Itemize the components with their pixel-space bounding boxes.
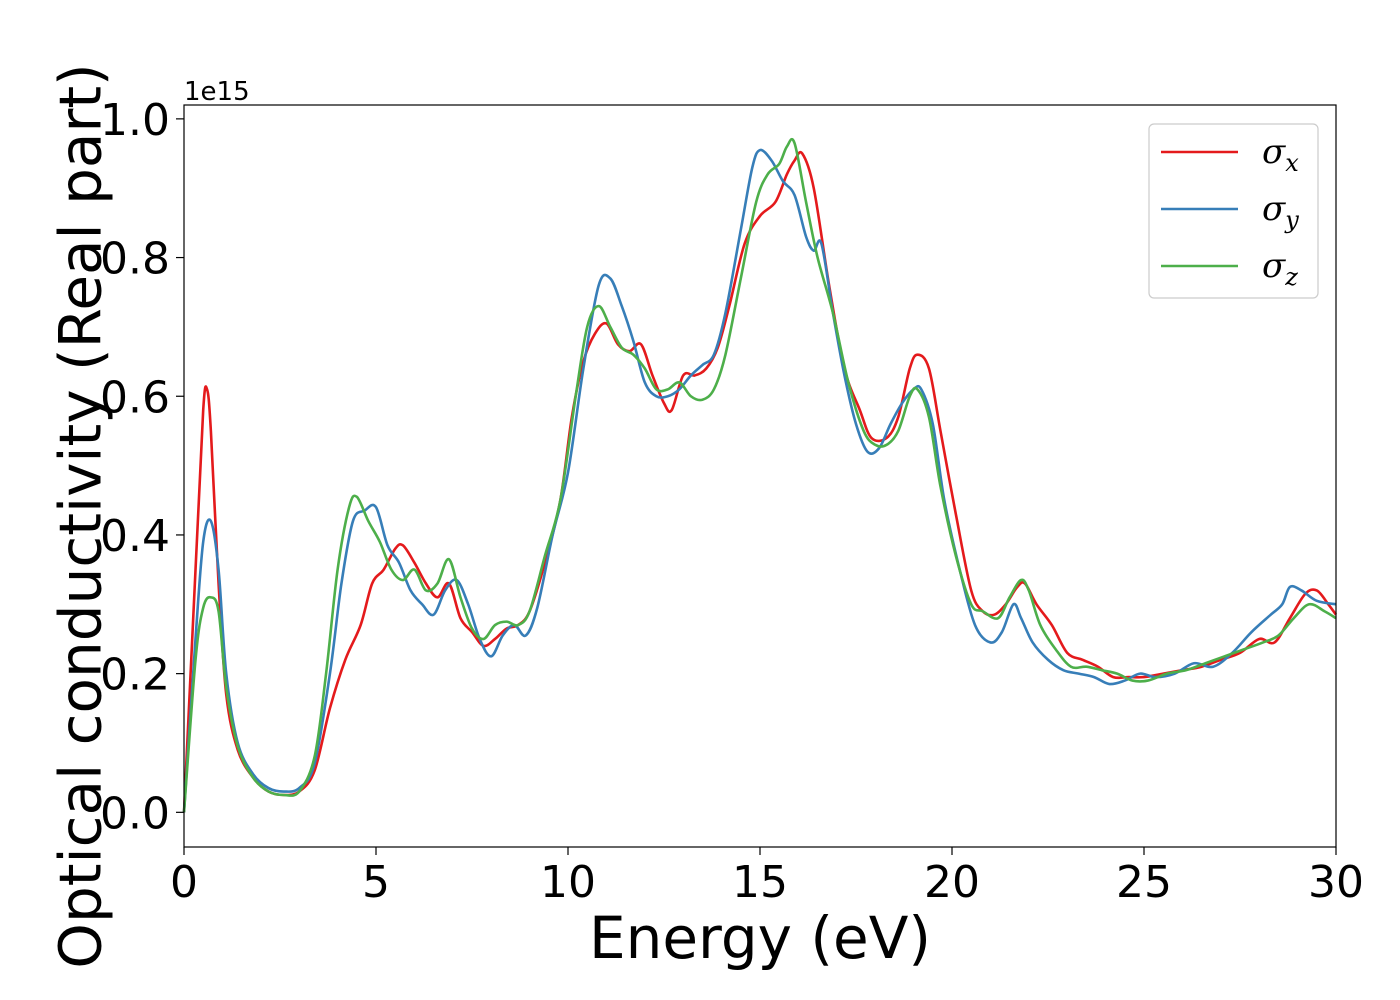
y-tick-label: 0.6 (100, 372, 170, 423)
x-axis-ticks: 0 5 10 15 20 25 30 (170, 847, 1364, 908)
y-axis-ticks: 0.0 0.2 0.4 0.6 0.8 1.0 (100, 95, 184, 839)
x-tick-label: 30 (1308, 857, 1364, 908)
legend-label-y: σy (1262, 189, 1299, 234)
series-line-x (182, 150, 1338, 813)
series-layer (182, 137, 1338, 813)
y-tick-label: 0.8 (100, 234, 170, 285)
x-axis-title: Energy (eV) (589, 904, 931, 972)
legend: σx σy σz (1148, 123, 1319, 299)
series-line-y (182, 148, 1337, 813)
x-tick-label: 25 (1116, 857, 1172, 908)
legend-label-x: σx (1262, 132, 1299, 177)
series-line-z (182, 137, 1337, 813)
x-tick-label: 20 (924, 857, 980, 908)
y-tick-label: 0.2 (100, 650, 170, 701)
y-tick-label: 0.0 (100, 788, 170, 839)
legend-label-z: σz (1262, 246, 1298, 291)
y-tick-label: 1.0 (100, 95, 170, 146)
x-tick-label: 15 (732, 857, 788, 908)
y-axis-offset-label: 1e15 (184, 77, 250, 107)
legend-box (1148, 123, 1319, 299)
x-tick-label: 0 (170, 857, 198, 908)
y-axis-title: Optical conductivity (Real part) (46, 63, 114, 968)
y-tick-label: 0.4 (100, 511, 170, 562)
x-tick-label: 5 (362, 857, 390, 908)
x-tick-label: 10 (540, 857, 596, 908)
